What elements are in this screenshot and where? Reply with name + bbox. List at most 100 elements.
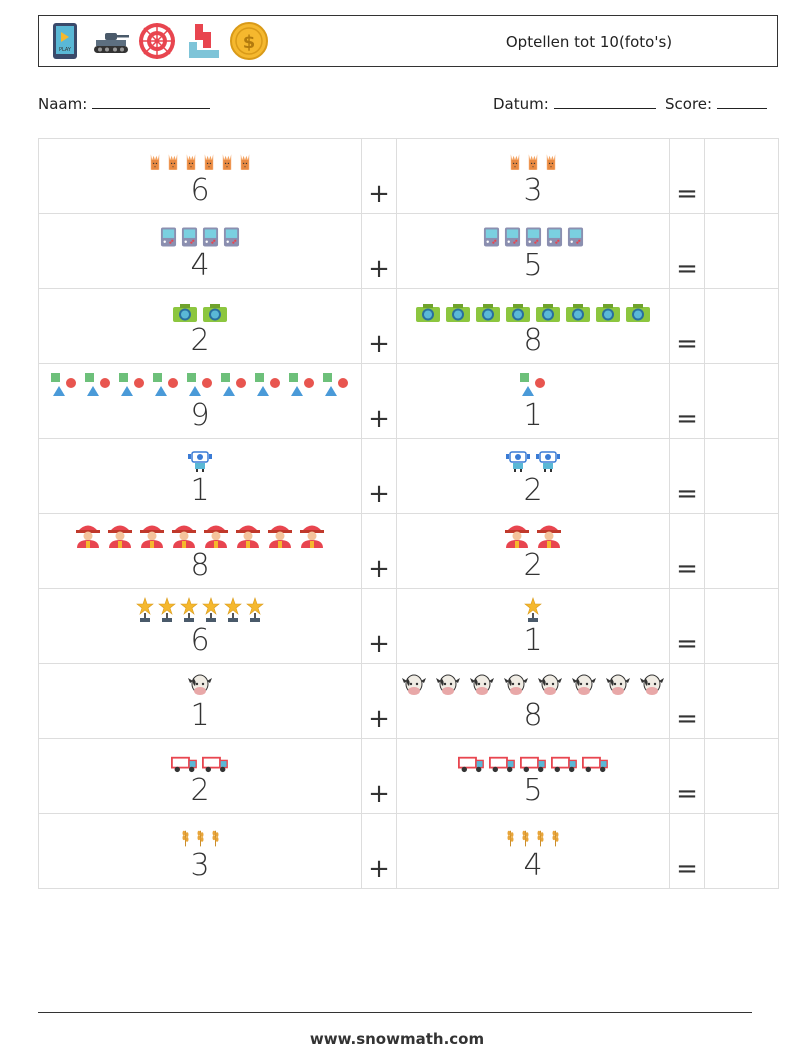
equals-sign: = [676, 629, 698, 659]
addend-b-cell: 2 [396, 438, 670, 514]
cow-icon [433, 672, 463, 702]
exercise-grid: 6 +3 = 4 +5 = 2 +8 = 9 +1 = 1 +2 = 8 +2 = 6 +1 = 1 +8 = 2 +5 = 3 +4 = [38, 138, 779, 889]
answer-cell[interactable] [704, 588, 779, 664]
trophy-icon [158, 597, 176, 627]
footer-url[interactable]: www.snowmath.com [309, 1030, 485, 1048]
addend-b-number: 2 [523, 548, 543, 583]
date-field[interactable]: Datum: [493, 94, 656, 113]
shapes-icon [518, 372, 548, 402]
addend-a-pictures [39, 674, 361, 702]
answer-cell[interactable] [704, 438, 779, 514]
cow-icon [637, 672, 667, 702]
rabbit-icon [166, 151, 180, 177]
answer-cell[interactable] [704, 213, 779, 289]
equals-cell: = [669, 663, 705, 739]
addend-a-cell: 4 [38, 213, 362, 289]
equals-sign: = [676, 404, 698, 434]
answer-cell[interactable] [704, 738, 779, 814]
plus-cell: + [361, 738, 397, 814]
truck-icon [488, 755, 516, 777]
exercise-row: 1 +2 = [38, 438, 779, 514]
plus-sign: + [368, 254, 390, 284]
name-field[interactable]: Naam: [38, 94, 211, 113]
answer-cell[interactable] [704, 663, 779, 739]
camera-icon [172, 303, 198, 327]
addend-a-pictures [39, 824, 361, 852]
camera-icon [565, 303, 591, 327]
name-blank[interactable] [92, 94, 211, 109]
truck-icon [550, 755, 578, 777]
cow-icon [569, 672, 599, 702]
dartboard-icon [139, 23, 175, 59]
firefighter-icon [298, 520, 326, 552]
name-label: Naam: [38, 95, 88, 113]
gameboy-icon [525, 226, 542, 252]
gameboy-icon [202, 226, 219, 252]
addend-a-pictures [39, 372, 361, 402]
wheat-icon [520, 826, 531, 852]
shapes-icon [287, 372, 317, 402]
addend-b-number: 8 [523, 698, 543, 733]
addend-b-number: 1 [523, 398, 543, 433]
shapes-icon [83, 372, 113, 402]
rabbit-icon [220, 151, 234, 177]
plus-sign: + [368, 554, 390, 584]
plus-sign: + [368, 404, 390, 434]
addend-b-cell: 3 [396, 138, 670, 214]
addend-a-number: 6 [190, 173, 210, 208]
addend-a-pictures [39, 597, 361, 627]
cow-icon [603, 672, 633, 702]
equals-sign: = [676, 479, 698, 509]
date-label: Datum: [493, 95, 549, 113]
addend-b-cell: 5 [396, 213, 670, 289]
addend-b-pictures [397, 149, 669, 177]
addend-b-number: 2 [523, 473, 543, 508]
score-blank[interactable] [716, 94, 767, 109]
addend-a-pictures [39, 524, 361, 552]
firefighter-icon [138, 520, 166, 552]
shapes-icon [185, 372, 215, 402]
answer-cell[interactable] [704, 813, 779, 889]
addend-b-pictures [397, 824, 669, 852]
rabbit-icon [544, 151, 558, 177]
addend-b-pictures [397, 524, 669, 552]
tank-icon [94, 33, 129, 53]
plus-cell: + [361, 438, 397, 514]
addend-a-cell: 1 [38, 438, 362, 514]
answer-cell[interactable] [704, 363, 779, 439]
equals-cell: = [669, 363, 705, 439]
addend-a-cell: 8 [38, 513, 362, 589]
addend-b-pictures [397, 597, 669, 627]
wheat-icon [195, 826, 206, 852]
exercise-row: 6 +1 = [38, 588, 779, 664]
equals-sign: = [676, 254, 698, 284]
addend-b-number: 3 [523, 173, 543, 208]
plus-cell: + [361, 363, 397, 439]
plus-sign: + [368, 629, 390, 659]
answer-cell[interactable] [704, 138, 779, 214]
shapes-icon [253, 372, 283, 402]
answer-cell[interactable] [704, 513, 779, 589]
equals-sign: = [676, 704, 698, 734]
exercise-row: 2 +8 = [38, 288, 779, 364]
date-blank[interactable] [553, 94, 656, 109]
exercise-row: 4 +5 = [38, 213, 779, 289]
plus-sign: + [368, 854, 390, 884]
addend-a-cell: 2 [38, 738, 362, 814]
addend-b-number: 4 [523, 848, 543, 883]
addend-a-pictures [39, 449, 361, 477]
score-field[interactable]: Score: [665, 94, 767, 113]
truck-icon [457, 755, 485, 777]
gameboy-icon [483, 226, 500, 252]
answer-cell[interactable] [704, 288, 779, 364]
shapes-icon [49, 372, 79, 402]
addend-b-cell: 1 [396, 588, 670, 664]
rabbit-icon [202, 151, 216, 177]
rabbit-icon [526, 151, 540, 177]
equals-cell: = [669, 513, 705, 589]
equals-cell: = [669, 288, 705, 364]
shapes-icon [151, 372, 181, 402]
rabbit-icon [508, 151, 522, 177]
addend-b-pictures [397, 449, 669, 477]
cow-icon [185, 672, 215, 702]
